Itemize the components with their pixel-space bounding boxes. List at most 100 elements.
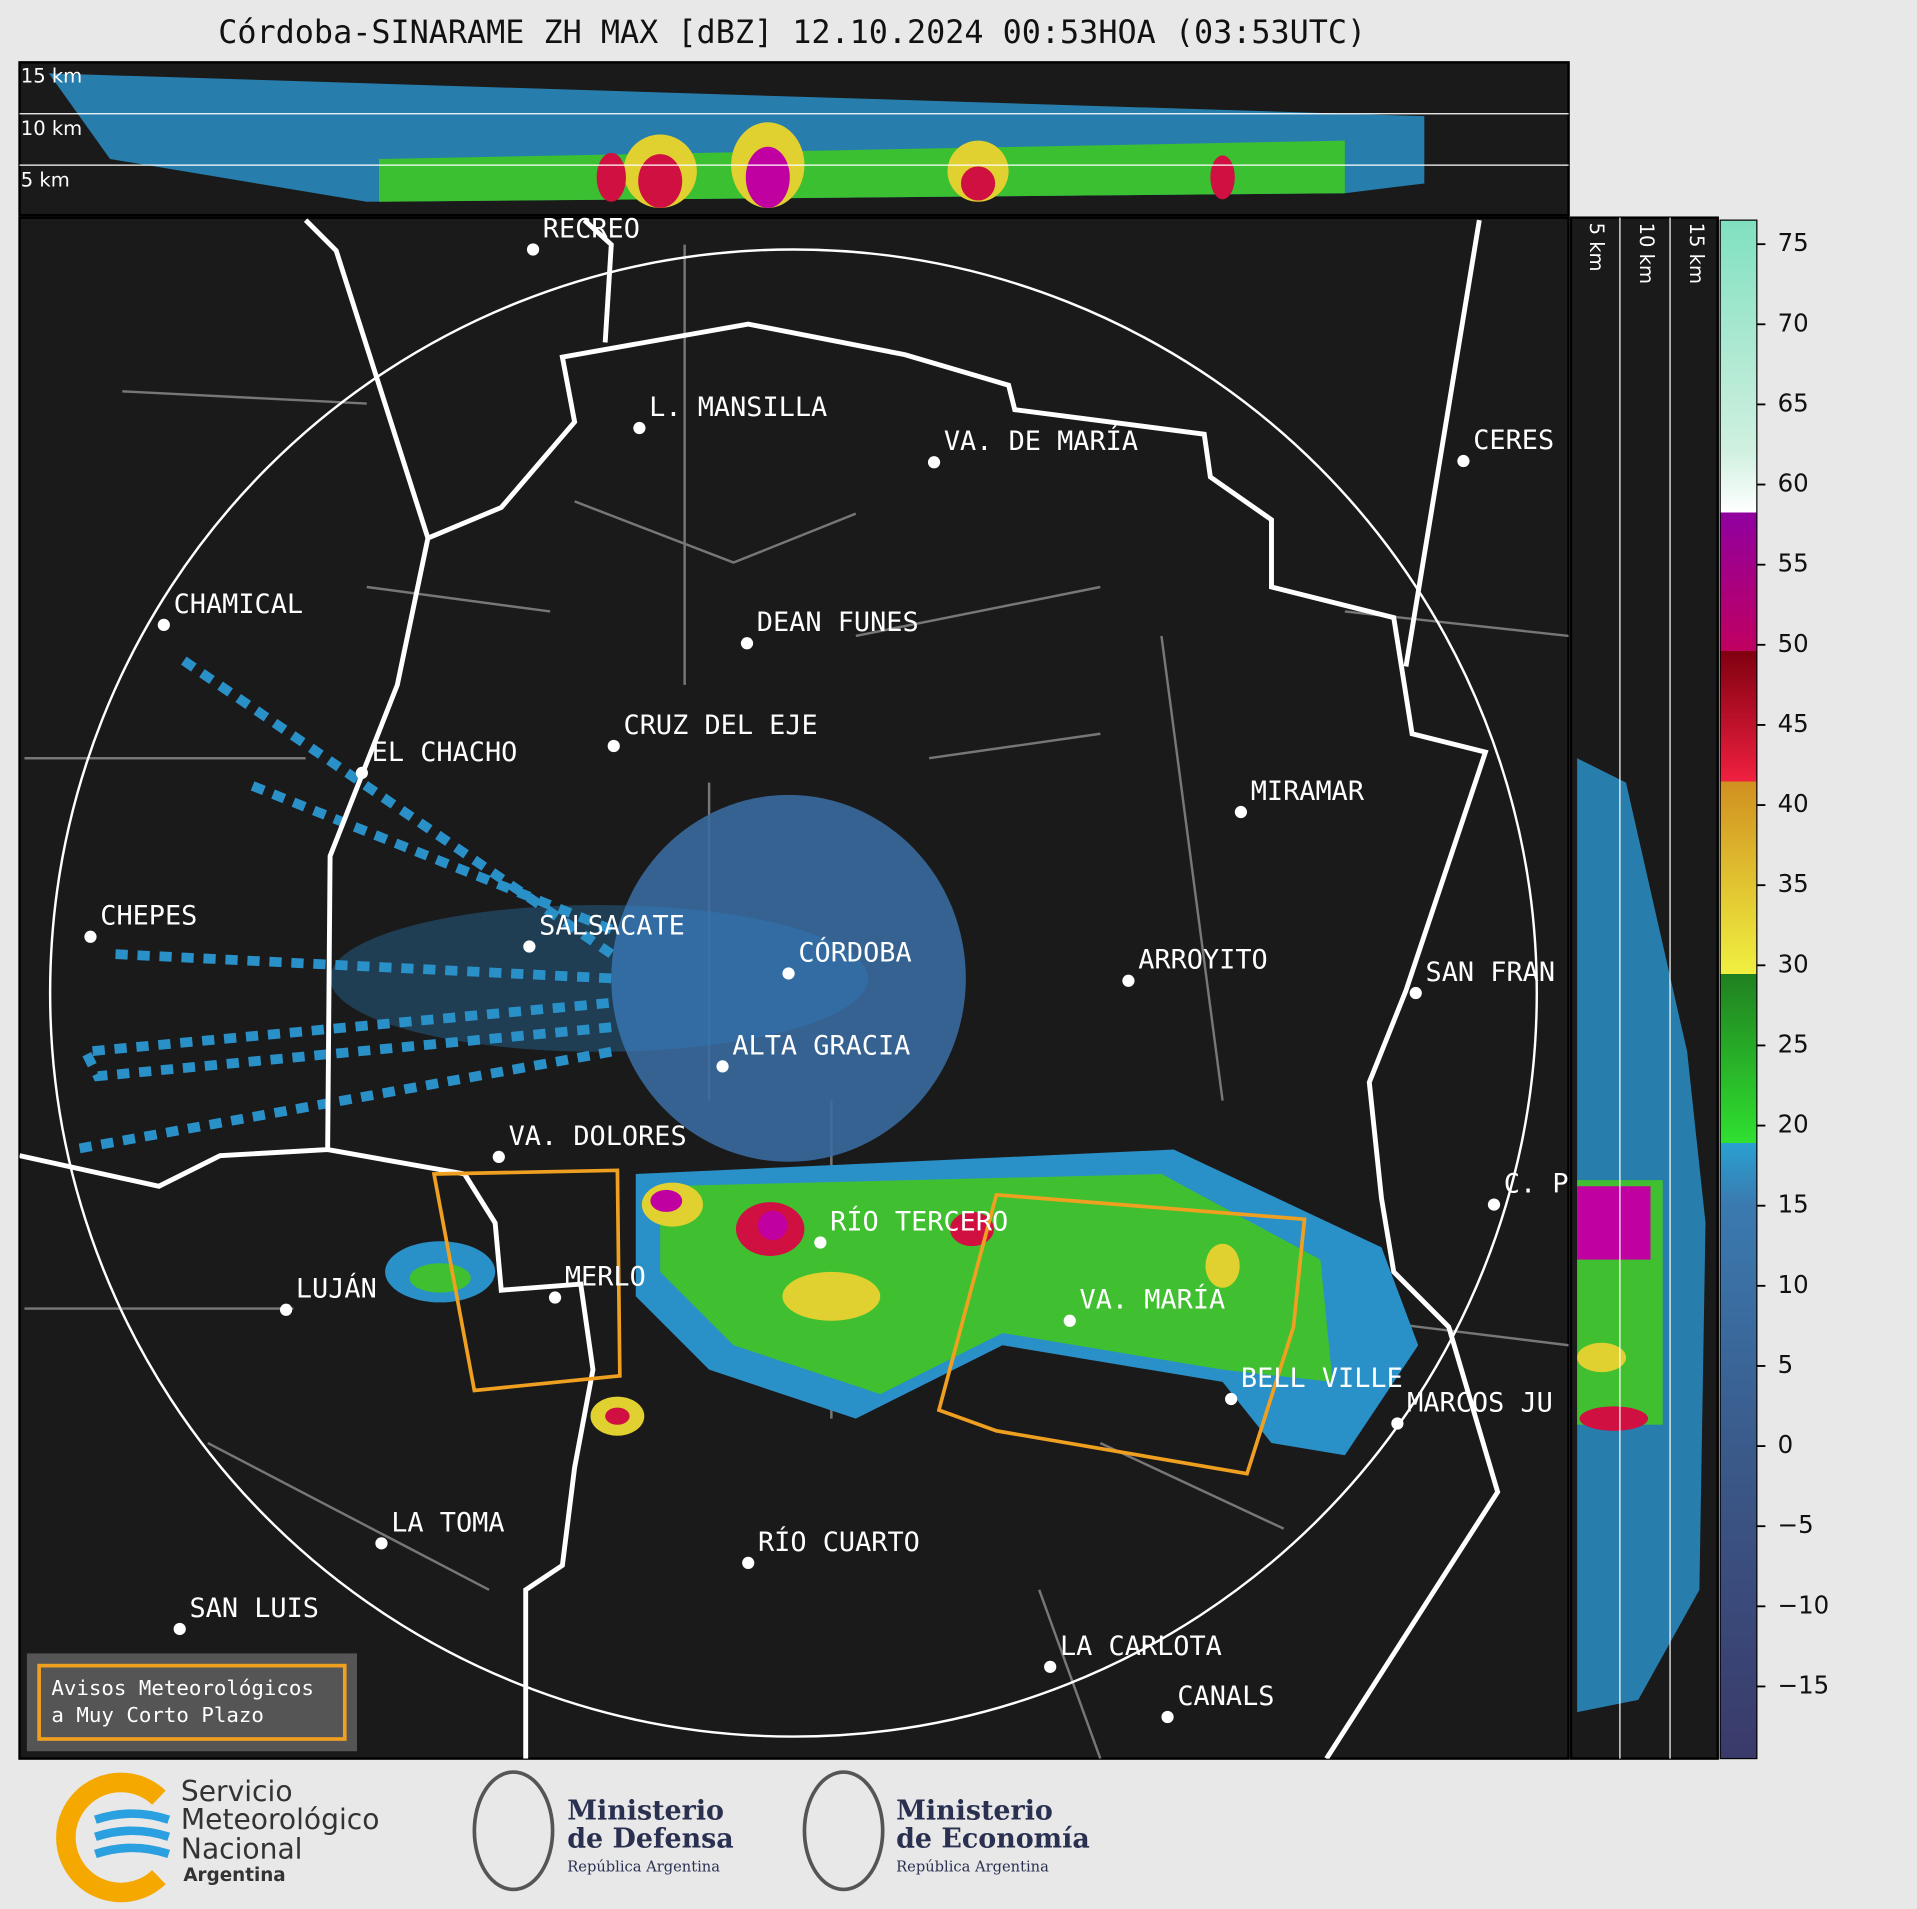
city-label: MERLO [565,1261,646,1292]
city-label: RÍO TERCERO [830,1205,1008,1237]
city-dot [1391,1417,1404,1430]
city-label: CRUZ DEL EJE [624,710,818,741]
city-label: C. P [1504,1169,1569,1200]
height-label: 15 km [1685,223,1708,284]
colorbar-tick-label: 20 [1778,1110,1809,1139]
city-dot [84,930,97,943]
city-label: CHAMICAL [174,589,304,620]
city-dot [548,1291,562,1304]
city-label: MIRAMAR [1251,776,1365,807]
colorbar-tick-label: 30 [1778,949,1809,978]
city-label: CHEPES [100,901,197,932]
city-label: EL CHACHO [372,737,518,768]
city-label: RECREO [543,213,640,244]
city-dot [716,1060,729,1073]
map: RECREO L. MANSILLA VA. DE MARÍA CERES CHAMIC… [18,213,1570,1760]
colorbar [1719,219,1758,1760]
logo-text: de Economía [896,1824,1090,1855]
city-dot [355,766,368,780]
city-label: ALTA GRACIA [732,1030,910,1061]
city-dot [279,1303,293,1316]
city-dot [1409,986,1422,1000]
city-dot [927,456,941,469]
city-label: LA CARLOTA [1060,1631,1222,1662]
colorbar-tick-label: 10 [1778,1270,1809,1299]
city-label: SALSACATE [539,910,685,941]
city-label: VA. DE MARÍA [944,425,1138,457]
height-label: 5 km [21,168,70,191]
city-label: LA TOMA [391,1507,504,1538]
height-label: 5 km [1585,223,1608,272]
colorbar-tick-label: −5 [1778,1510,1814,1539]
colorbar-tick-label: 5 [1778,1350,1794,1379]
city-label: RÍO CUARTO [758,1526,920,1558]
logo-text: Argentina [183,1865,285,1886]
city-dot [1122,974,1135,987]
city-dot [633,421,646,435]
colorbar-tick-label: 25 [1778,1029,1809,1058]
logo-text: República Argentina [896,1858,1049,1875]
side-panel: 5 km 10 km 15 km [1569,216,1719,1760]
height-label: 10 km [1635,223,1658,284]
city-label: VA. DOLORES [509,1121,687,1152]
city-label: SAN LUIS [189,1593,319,1624]
city-dot [173,1622,186,1636]
city-dot [740,637,754,650]
city-label: CERES [1473,425,1554,456]
warning-text: Avisos Meteorológicos [51,1676,314,1700]
city-dot [492,1150,505,1164]
colorbar-tick-label: 40 [1778,789,1809,818]
colorbar-tick-label: 55 [1778,549,1809,578]
warning-text: a Muy Corto Plazo [51,1703,264,1727]
colorbar-tick-label: 65 [1778,388,1809,417]
city-label: L. MANSILLA [649,392,827,423]
colorbar-tick-label: 35 [1778,869,1809,898]
height-label: 15 km [21,65,82,88]
city-label: MARCOS JU [1407,1387,1553,1418]
city-dot [1457,454,1470,468]
height-label: 10 km [21,117,82,140]
city-dot [1044,1660,1057,1673]
city-layer: RECREO L. MANSILLA VA. DE MARÍA CERES CHAMIC… [84,213,1569,1724]
colorbar-tick-label: 0 [1778,1430,1794,1459]
city-dot [607,739,620,753]
top-panel: 15 km 10 km 5 km [18,61,1570,217]
city-dot [742,1556,755,1570]
colorbar-tick-label: −10 [1778,1590,1830,1619]
colorbar-tick-label: 50 [1778,629,1809,658]
city-label: DEAN FUNES [757,607,919,638]
colorbar-tick-label: −15 [1778,1670,1830,1699]
logo-text: Meteorológico [181,1803,379,1836]
city-label: ARROYITO [1138,945,1268,976]
city-dot [814,1236,827,1249]
colorbar-tick-label: 15 [1778,1190,1809,1219]
city-label: BELL VILLE [1241,1363,1403,1394]
city-dot [1161,1710,1174,1724]
colorbar-ticks: −15 −10 −5 0 5 10 15 20 25 30 35 40 45 50 55 60 65 70 75 [1756,228,1830,1699]
colorbar-tick-label: 75 [1778,228,1809,257]
logo-text: Ministerio [567,1795,724,1826]
city-dot [523,940,536,953]
city-label: LUJÁN [296,1273,377,1305]
footer: Servicio Meteorológico Nacional Argentin… [56,1770,1090,1903]
city-dot [1225,1392,1238,1406]
colorbar-tick-label: 45 [1778,709,1809,738]
city-label: CÓRDOBA [798,936,911,968]
logo-text: Ministerio [896,1795,1053,1826]
logo-text: de Defensa [567,1824,733,1855]
city-label: SAN FRAN [1426,957,1556,988]
colorbar-tick-label: 70 [1778,308,1809,337]
logo-text: República Argentina [567,1858,720,1875]
warning-legend: Avisos Meteorológicos a Muy Corto Plazo [26,1653,357,1752]
city-label: CANALS [1177,1681,1274,1712]
city-label: VA. MARÍA [1080,1284,1226,1316]
city-dot [157,618,170,632]
city-dot [375,1537,388,1550]
city-dot [1234,805,1248,819]
city-dot [782,967,795,980]
colorbar-tick-label: 60 [1778,469,1809,498]
logo-text: Nacional [181,1832,303,1865]
city-dot [1063,1314,1076,1327]
